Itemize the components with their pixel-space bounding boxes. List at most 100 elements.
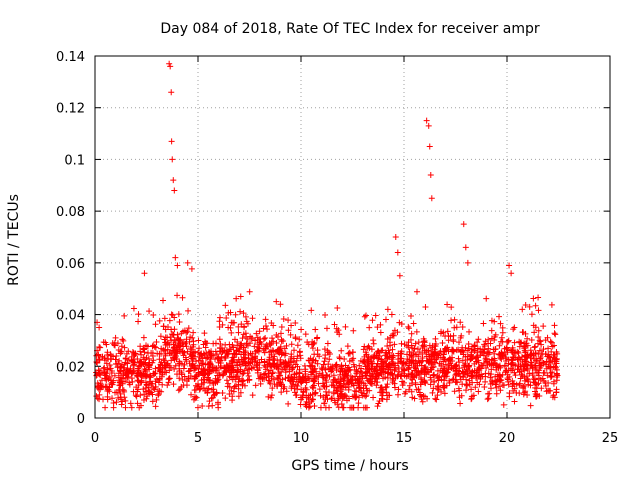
data-point (506, 373, 513, 380)
data-point (374, 324, 381, 331)
data-point (172, 354, 179, 361)
y-tick-label: 0.04 (56, 309, 85, 324)
x-tick-label: 15 (396, 431, 413, 446)
data-point (330, 390, 337, 397)
data-point-peak (172, 254, 179, 261)
data-point (100, 365, 107, 372)
data-point (122, 397, 129, 404)
data-point (229, 319, 236, 326)
data-point-peak (174, 262, 181, 269)
data-point (96, 344, 103, 351)
data-point-peak (96, 324, 103, 331)
data-point (349, 349, 356, 356)
data-point (468, 393, 475, 400)
data-point (418, 376, 425, 383)
data-point (242, 348, 249, 355)
data-point (113, 399, 120, 406)
data-point-peak (168, 89, 175, 96)
data-point (463, 387, 470, 394)
data-point (282, 366, 289, 373)
data-point-peak (526, 303, 533, 310)
data-point (292, 381, 299, 388)
data-point (219, 389, 226, 396)
data-point (524, 335, 531, 342)
data-point (97, 372, 104, 379)
data-point-peak (166, 60, 173, 67)
data-point (257, 380, 264, 387)
data-point (496, 372, 503, 379)
data-point (192, 395, 199, 402)
data-point (209, 402, 216, 409)
data-point (399, 378, 406, 385)
data-point (222, 302, 229, 309)
data-point (344, 343, 351, 350)
data-point (285, 400, 292, 407)
data-point (265, 370, 272, 377)
data-point (110, 404, 117, 411)
data-point (538, 385, 545, 392)
data-point (94, 380, 101, 387)
data-point (331, 376, 338, 383)
data-point (468, 396, 475, 403)
data-point (435, 384, 442, 391)
data-point (125, 348, 132, 355)
data-point (297, 401, 304, 408)
data-point (316, 353, 323, 360)
data-point (108, 352, 115, 359)
y-tick-label: 0.12 (56, 102, 85, 117)
data-point (532, 357, 539, 364)
data-point (398, 350, 405, 357)
data-point (502, 368, 509, 375)
data-point (530, 350, 537, 357)
data-point (451, 316, 458, 323)
data-point (228, 387, 235, 394)
data-point (251, 343, 258, 350)
data-point (278, 336, 285, 343)
data-point (109, 395, 116, 402)
data-point (499, 324, 506, 331)
data-point (441, 383, 448, 390)
data-point (496, 351, 503, 358)
data-point (535, 294, 542, 301)
data-point (384, 375, 391, 382)
data-point (156, 367, 163, 374)
data-point (500, 353, 507, 360)
y-tick-label: 0.08 (56, 205, 85, 220)
data-point (189, 334, 196, 341)
data-point (437, 330, 444, 337)
data-point (378, 386, 385, 393)
data-point (465, 363, 472, 370)
data-point (493, 390, 500, 397)
data-point (93, 352, 100, 359)
data-point (291, 371, 298, 378)
data-point (423, 353, 430, 360)
data-point (432, 349, 439, 356)
data-point (481, 384, 488, 391)
data-point (235, 348, 242, 355)
data-point (413, 359, 420, 366)
data-point (434, 373, 441, 380)
data-point (166, 375, 173, 382)
data-point (96, 391, 103, 398)
data-point (122, 404, 129, 411)
data-point (324, 347, 331, 354)
data-point (312, 389, 319, 396)
data-point (313, 335, 320, 342)
data-point (387, 371, 394, 378)
data-point (490, 362, 497, 369)
y-tick-label: 0.06 (56, 257, 85, 272)
data-point (225, 380, 232, 387)
data-point (461, 362, 468, 369)
data-point (298, 379, 305, 386)
data-point (338, 347, 345, 354)
data-point (278, 381, 285, 388)
data-point (215, 369, 222, 376)
data-point (407, 371, 414, 378)
data-point (509, 359, 516, 366)
data-point (409, 345, 416, 352)
data-point (190, 329, 197, 336)
data-point (369, 360, 376, 367)
data-point-peak (462, 244, 469, 251)
data-point (444, 328, 451, 335)
data-point (132, 392, 139, 399)
